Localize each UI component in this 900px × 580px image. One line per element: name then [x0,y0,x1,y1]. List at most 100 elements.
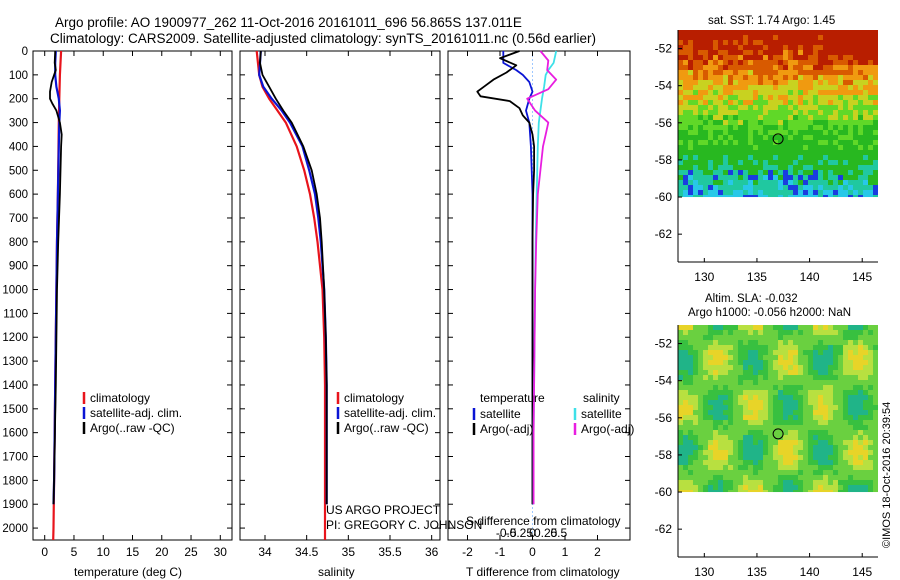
map-cell [758,420,763,425]
map-cell [718,330,723,335]
map-cell [793,330,798,335]
map-cell [743,395,748,400]
map-cell [708,85,713,90]
map-cell [773,340,778,345]
map-cell [733,115,738,120]
map-cell [868,490,873,493]
map-cell [828,415,833,420]
map-cell [873,195,878,198]
map-cell [728,425,733,430]
map-cell [693,380,698,385]
map-cell [848,470,853,475]
x-tick-label: 30 [214,545,228,559]
map-cell [718,450,723,455]
map-cell [843,490,848,493]
map-cell [713,395,718,400]
map-cell [823,130,828,135]
map-cell [853,100,858,105]
map-cell [748,360,753,365]
map-cell [793,385,798,390]
map-cell [833,435,838,440]
map-cell [693,135,698,140]
map-cell [833,450,838,455]
map-cell [683,125,688,130]
map-cell [748,185,753,190]
map-cell [773,435,778,440]
map-cell [853,90,858,95]
map-cell [858,165,863,170]
map-cell [788,370,793,375]
map-cell [813,420,818,425]
map-cell [683,365,688,370]
map-cell [678,65,683,70]
map-cell [783,445,788,450]
map-cell [823,425,828,430]
map-cell [843,155,848,160]
map-cell [788,85,793,90]
map-cell [838,45,843,50]
map-cell [708,430,713,435]
map-cell [768,175,773,180]
map-cell [748,385,753,390]
map-cell [788,490,793,493]
map-cell [813,395,818,400]
map-cell [853,465,858,470]
map-cell [843,395,848,400]
map-cell [843,340,848,345]
map-cell [748,395,753,400]
map-cell [733,360,738,365]
map-cell [728,40,733,45]
map-cell [798,135,803,140]
map-cell [843,190,848,195]
map-cell [693,475,698,480]
map-cell [818,105,823,110]
map-cell [823,100,828,105]
map-cell [803,485,808,490]
map-cell [818,85,823,90]
map-cell [873,55,878,60]
map-cell [798,390,803,395]
map-cell [748,350,753,355]
map-cell [813,140,818,145]
map-cell [813,445,818,450]
map-cell [698,340,703,345]
map-cell [768,80,773,85]
map-cell [808,330,813,335]
y-tick-label: 600 [9,189,28,201]
map-cell [833,180,838,185]
map-cell [783,340,788,345]
map-cell [863,340,868,345]
map-cell [708,340,713,345]
map-cell [803,475,808,480]
map-cell [843,40,848,45]
map-cell [873,485,878,490]
map-cell [808,60,813,65]
map-cell [848,155,853,160]
map-cell [718,35,723,40]
map-cell [808,370,813,375]
map-cell [873,125,878,130]
map-cell [833,460,838,465]
map-cell [838,470,843,475]
map-cell [798,155,803,160]
map-cell [748,70,753,75]
map-cell [808,470,813,475]
map-cell [713,435,718,440]
map-cell [868,445,873,450]
map-cell [678,450,683,455]
map-cell [733,65,738,70]
map-cell [793,155,798,160]
map-cell [808,395,813,400]
map-cell [713,385,718,390]
map-cell [743,55,748,60]
map-cell [723,390,728,395]
map-cell [833,160,838,165]
map-cell [728,185,733,190]
map-cell [793,420,798,425]
map-cell [753,175,758,180]
map-cell [818,40,823,45]
map-cell [788,420,793,425]
map-cell [768,340,773,345]
map-cell [808,150,813,155]
map-cell [753,425,758,430]
